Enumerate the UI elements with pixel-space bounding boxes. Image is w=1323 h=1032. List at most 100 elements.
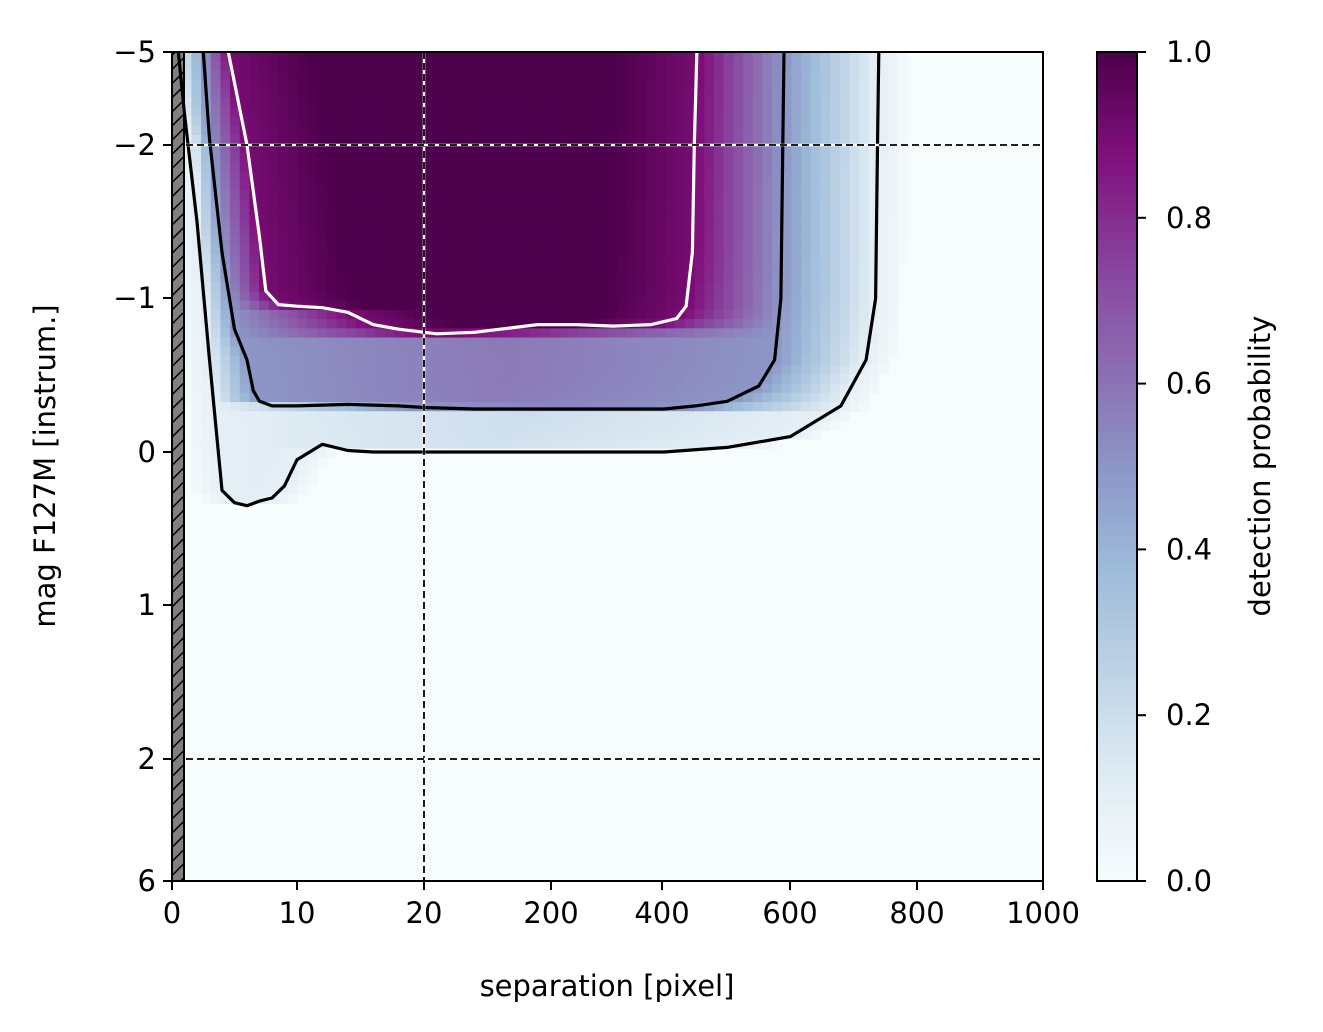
colorbar-segment — [1097, 183, 1137, 191]
colorbar-segment — [1097, 570, 1137, 578]
colorbar-segment — [1097, 355, 1137, 364]
colorbar-segment — [1097, 494, 1137, 502]
colorbar-segment — [1097, 874, 1137, 882]
x-tick-label: 600 — [762, 896, 817, 930]
colorbar-segment — [1097, 694, 1137, 703]
colorbar-segment — [1097, 514, 1137, 523]
heatmap — [172, 52, 1043, 881]
plot-frame — [171, 51, 1044, 882]
colorbar-segment — [1097, 273, 1137, 281]
colorbar-segment — [1097, 784, 1137, 792]
colorbar-segment — [1097, 673, 1137, 682]
y-tick-label: −2 — [113, 128, 156, 162]
colorbar-segment — [1097, 535, 1137, 544]
colorbar-tick-label: 0.6 — [1166, 367, 1212, 401]
colorbar-tick-label: 0.8 — [1166, 201, 1212, 235]
colorbar-segment — [1097, 756, 1137, 765]
colorbar-segment — [1097, 466, 1137, 475]
colorbar-segment — [1097, 860, 1137, 868]
x-tick-label: 200 — [523, 896, 578, 930]
colorbar-segment — [1097, 425, 1137, 433]
colorbar: 0.0 0.2 0.4 0.6 0.8 1.0 detection probability — [1096, 35, 1277, 898]
colorbar-segment — [1097, 459, 1137, 468]
colorbar-segment — [1097, 853, 1137, 861]
colorbar-segment — [1097, 646, 1137, 654]
colorbar-segment — [1097, 708, 1137, 716]
colorbar-segment — [1097, 203, 1137, 212]
x-tick-label: 1000 — [1006, 896, 1080, 930]
colorbar-segment — [1097, 563, 1137, 571]
colorbar-frame — [1096, 51, 1138, 882]
colorbar-segment — [1097, 321, 1137, 330]
colorbar-segment — [1097, 79, 1137, 88]
x-tick-label: 20 — [406, 896, 443, 930]
colorbar-segment — [1097, 722, 1137, 730]
colorbar-segment — [1097, 190, 1137, 198]
colorbar-segment — [1097, 362, 1137, 371]
y-tick-label: 1 — [138, 588, 156, 622]
colorbar-segment — [1097, 653, 1137, 661]
colorbar-segment — [1097, 438, 1137, 447]
colorbar-segment — [1097, 590, 1137, 599]
colorbar-segment — [1097, 431, 1137, 440]
colorbar-segment — [1097, 701, 1137, 709]
colorbar-segment — [1097, 487, 1137, 495]
colorbar-segment — [1097, 832, 1137, 841]
colorbar-segment — [1097, 507, 1137, 516]
colorbar-segment — [1097, 335, 1137, 343]
x-tick-label: 400 — [634, 896, 689, 930]
colorbar-segment — [1097, 791, 1137, 799]
plot-area: 0 10 20 200 400 600 800 1000 −5 −2 −1 0 1 2 6 separat… — [28, 35, 1080, 1003]
colorbar-segment — [1097, 583, 1137, 592]
colorbar-segment — [1097, 266, 1137, 274]
colorbar-segment — [1097, 65, 1137, 74]
colorbar-segment — [1097, 632, 1137, 640]
colorbar-segment — [1097, 52, 1137, 60]
colorbar-segment — [1097, 349, 1137, 357]
y-axis-label: mag F127M [instrum.] — [28, 304, 62, 627]
colorbar-segment — [1097, 604, 1137, 613]
y-axis-ticks: −5 −2 −1 0 1 2 6 — [113, 35, 172, 898]
colorbar-segment — [1097, 715, 1137, 723]
colorbar-tick-label: 0.4 — [1166, 532, 1212, 566]
colorbar-segment — [1097, 798, 1137, 806]
colorbar-ticks: 0.0 0.2 0.4 0.6 0.8 1.0 — [1137, 35, 1212, 898]
colorbar-segment — [1097, 777, 1137, 785]
colorbar-segment — [1097, 839, 1137, 848]
x-axis-ticks: 0 10 20 200 400 600 800 1000 — [163, 881, 1080, 930]
colorbar-segment — [1097, 867, 1137, 875]
colorbar-segment — [1097, 93, 1137, 102]
colorbar-tick-label: 0.2 — [1166, 698, 1212, 732]
colorbar-segment — [1097, 376, 1137, 385]
colorbar-segment — [1097, 418, 1137, 426]
colorbar-segment — [1097, 625, 1137, 633]
colorbar-segment — [1097, 770, 1137, 779]
colorbar-segment — [1097, 577, 1137, 585]
colorbar-segment — [1097, 342, 1137, 350]
colorbar-tick-label: 0.0 — [1166, 864, 1212, 898]
colorbar-segment — [1097, 231, 1137, 240]
colorbar-segment — [1097, 141, 1137, 150]
colorbar-segment — [1097, 217, 1137, 226]
colorbar-segment — [1097, 805, 1137, 813]
colorbar-segment — [1097, 666, 1137, 675]
colorbar-segment — [1097, 314, 1137, 323]
y-tick-label: 0 — [138, 435, 156, 469]
colorbar-segment — [1097, 224, 1137, 233]
colorbar-segment — [1097, 452, 1137, 461]
colorbar-segment — [1097, 749, 1137, 758]
colorbar-segment — [1097, 597, 1137, 606]
contour-0.9 — [226, 52, 699, 336]
colorbar-segment — [1097, 825, 1137, 834]
y-tick-label: 2 — [138, 742, 156, 776]
colorbar-segment — [1097, 445, 1137, 454]
x-tick-label: 10 — [279, 896, 316, 930]
colorbar-segment — [1097, 58, 1137, 67]
colorbar-segment — [1097, 127, 1137, 136]
colorbar-segment — [1097, 818, 1137, 827]
colorbar-segment — [1097, 114, 1137, 122]
colorbar-segment — [1097, 238, 1137, 247]
colorbar-segment — [1097, 134, 1137, 143]
colorbar-segment — [1097, 72, 1137, 81]
